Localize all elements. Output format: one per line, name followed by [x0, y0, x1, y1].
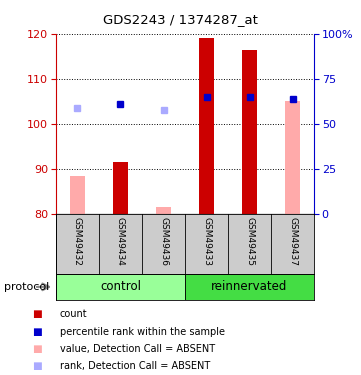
- Bar: [285, 101, 300, 214]
- Text: rank, Detection Call = ABSENT: rank, Detection Call = ABSENT: [60, 361, 210, 371]
- Text: GDS2243 / 1374287_at: GDS2243 / 1374287_at: [103, 13, 258, 26]
- Text: protocol: protocol: [4, 282, 49, 292]
- Text: GSM49432: GSM49432: [73, 217, 82, 266]
- Text: control: control: [100, 280, 141, 293]
- Text: GSM49434: GSM49434: [116, 217, 125, 266]
- Bar: [156, 207, 171, 214]
- Text: ■: ■: [32, 344, 42, 354]
- Text: GSM49433: GSM49433: [202, 217, 211, 266]
- Bar: [56, 274, 185, 300]
- Bar: [113, 162, 128, 214]
- Text: value, Detection Call = ABSENT: value, Detection Call = ABSENT: [60, 344, 215, 354]
- Text: ■: ■: [32, 309, 42, 320]
- Text: GSM49436: GSM49436: [159, 217, 168, 266]
- Text: reinnervated: reinnervated: [211, 280, 288, 293]
- Text: percentile rank within the sample: percentile rank within the sample: [60, 327, 225, 337]
- Text: GSM49435: GSM49435: [245, 217, 254, 266]
- Text: ■: ■: [32, 327, 42, 337]
- Bar: [199, 38, 214, 214]
- Bar: [185, 274, 314, 300]
- Text: count: count: [60, 309, 87, 320]
- Bar: [242, 50, 257, 214]
- Text: ■: ■: [32, 361, 42, 371]
- Text: GSM49437: GSM49437: [288, 217, 297, 266]
- Bar: [70, 176, 85, 214]
